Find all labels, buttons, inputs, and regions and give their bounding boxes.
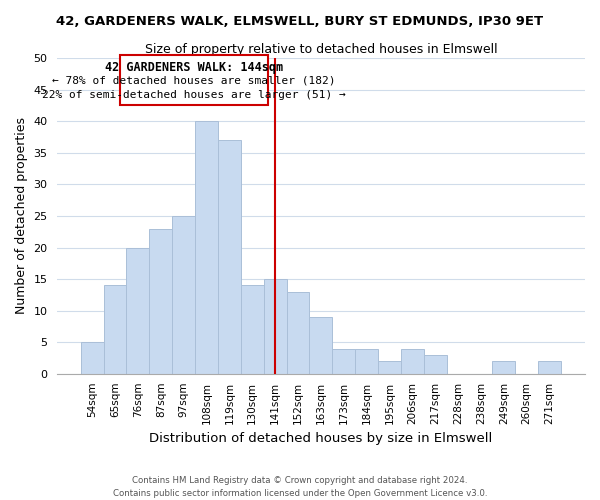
Text: 22% of semi-detached houses are larger (51) →: 22% of semi-detached houses are larger (… xyxy=(42,90,346,100)
Bar xyxy=(332,348,355,374)
Bar xyxy=(104,286,127,374)
Bar xyxy=(310,317,332,374)
Bar xyxy=(287,292,310,374)
Text: 42 GARDENERS WALK: 144sqm: 42 GARDENERS WALK: 144sqm xyxy=(105,61,283,74)
Text: 42, GARDENERS WALK, ELMSWELL, BURY ST EDMUNDS, IP30 9ET: 42, GARDENERS WALK, ELMSWELL, BURY ST ED… xyxy=(56,15,544,28)
Y-axis label: Number of detached properties: Number of detached properties xyxy=(15,118,28,314)
Bar xyxy=(241,286,263,374)
Bar xyxy=(81,342,104,374)
Bar xyxy=(263,279,287,374)
Bar xyxy=(378,362,401,374)
Bar xyxy=(149,228,172,374)
Text: ← 78% of detached houses are smaller (182): ← 78% of detached houses are smaller (18… xyxy=(52,76,335,86)
Bar xyxy=(424,355,446,374)
Bar xyxy=(355,348,378,374)
Bar xyxy=(127,248,149,374)
Text: Contains HM Land Registry data © Crown copyright and database right 2024.
Contai: Contains HM Land Registry data © Crown c… xyxy=(113,476,487,498)
Bar xyxy=(195,121,218,374)
Bar xyxy=(218,140,241,374)
Bar xyxy=(538,362,561,374)
FancyBboxPatch shape xyxy=(119,55,268,106)
Bar xyxy=(493,362,515,374)
Bar xyxy=(401,348,424,374)
Title: Size of property relative to detached houses in Elmswell: Size of property relative to detached ho… xyxy=(145,42,497,56)
Bar xyxy=(172,216,195,374)
X-axis label: Distribution of detached houses by size in Elmswell: Distribution of detached houses by size … xyxy=(149,432,493,445)
